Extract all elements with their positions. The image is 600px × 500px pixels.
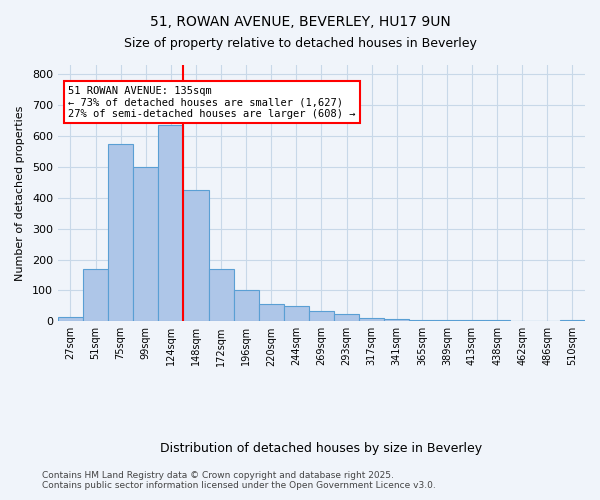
Bar bbox=[460, 320, 485, 322]
Text: 51 ROWAN AVENUE: 135sqm
← 73% of detached houses are smaller (1,627)
27% of semi: 51 ROWAN AVENUE: 135sqm ← 73% of detache… bbox=[68, 86, 356, 118]
X-axis label: Distribution of detached houses by size in Beverley: Distribution of detached houses by size … bbox=[160, 442, 482, 455]
Bar bbox=[133, 167, 158, 322]
Bar bbox=[108, 144, 133, 322]
Y-axis label: Number of detached properties: Number of detached properties bbox=[15, 106, 25, 281]
Bar bbox=[158, 125, 184, 322]
Text: Contains HM Land Registry data © Crown copyright and database right 2025.
Contai: Contains HM Land Registry data © Crown c… bbox=[42, 470, 436, 490]
Bar bbox=[510, 321, 535, 322]
Bar bbox=[209, 269, 233, 322]
Bar bbox=[58, 316, 83, 322]
Bar bbox=[560, 320, 585, 322]
Text: 51, ROWAN AVENUE, BEVERLEY, HU17 9UN: 51, ROWAN AVENUE, BEVERLEY, HU17 9UN bbox=[149, 15, 451, 29]
Bar bbox=[434, 320, 460, 322]
Bar bbox=[384, 319, 409, 322]
Bar bbox=[409, 320, 434, 322]
Bar bbox=[309, 310, 334, 322]
Bar bbox=[485, 320, 510, 322]
Bar bbox=[359, 318, 384, 322]
Text: Size of property relative to detached houses in Beverley: Size of property relative to detached ho… bbox=[124, 38, 476, 51]
Bar bbox=[284, 306, 309, 322]
Bar bbox=[233, 290, 259, 322]
Bar bbox=[334, 314, 359, 322]
Bar bbox=[259, 304, 284, 322]
Bar bbox=[184, 190, 209, 322]
Bar bbox=[83, 269, 108, 322]
